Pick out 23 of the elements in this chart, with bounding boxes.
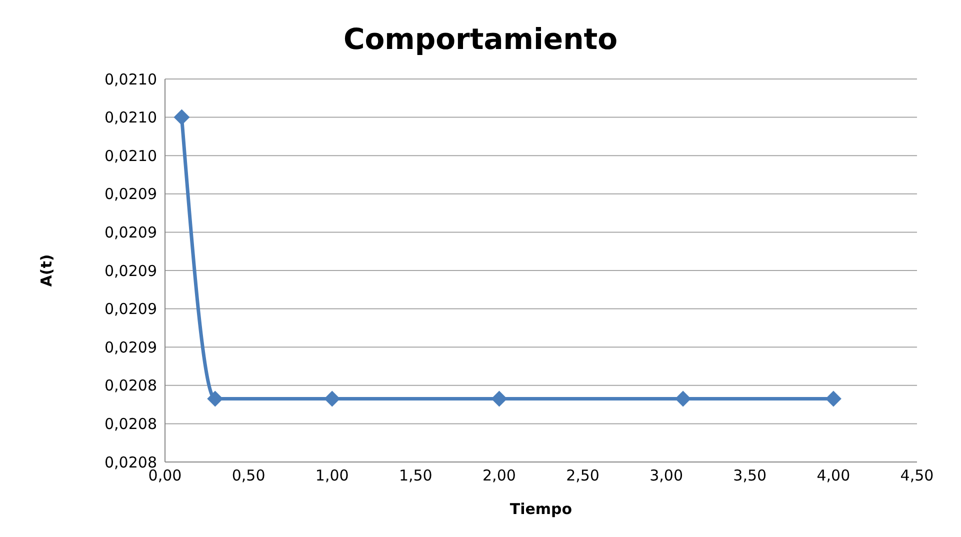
- x-tick-label: 1,00: [315, 466, 349, 485]
- x-tick-label: 3,50: [733, 466, 767, 485]
- y-tick-label: 0,0209: [104, 224, 157, 242]
- x-tick-label: 4,50: [900, 466, 934, 485]
- x-tick-label: 0,00: [148, 466, 182, 485]
- y-tick-label: 0,0210: [104, 146, 157, 165]
- x-tick-label: 1,50: [398, 466, 432, 485]
- x-tick-label: 2,50: [566, 466, 600, 485]
- y-tick-label: 0,0209: [104, 262, 157, 280]
- y-tick-label: 0,0209: [104, 338, 157, 356]
- chart-title: Comportamiento: [342, 22, 619, 56]
- x-axis-title: Tiempo: [510, 500, 572, 518]
- y-tick-label: 0,0208: [104, 376, 157, 395]
- x-tick-label: 2,00: [482, 466, 516, 485]
- x-tick-label: 0,50: [232, 466, 266, 485]
- y-axis-title: A(t): [37, 254, 56, 287]
- y-tick-label: 0,0209: [104, 300, 157, 318]
- y-tick-label: 0,0210: [104, 70, 157, 88]
- x-tick-label: 3,00: [650, 466, 684, 485]
- y-tick-label: 0,0210: [104, 108, 157, 127]
- y-tick-label: 0,0208: [104, 415, 157, 434]
- x-tick-label: 4,00: [816, 466, 850, 485]
- y-tick-label: 0,0209: [104, 185, 157, 204]
